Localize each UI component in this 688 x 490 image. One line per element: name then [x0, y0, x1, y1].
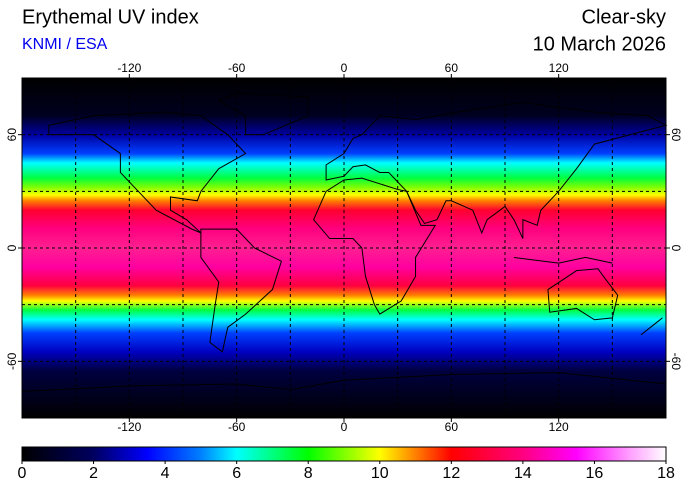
colorbar-tick-label: 12 — [442, 465, 460, 482]
lon-tick-label: -120 — [117, 420, 141, 434]
colorbar-tick-label: 10 — [371, 465, 389, 482]
lon-tick-label: -60 — [228, 420, 246, 434]
lon-tick-label: -60 — [228, 61, 246, 75]
lon-tick-label: -120 — [117, 61, 141, 75]
lon-tick-label: 60 — [445, 61, 459, 75]
coastlines — [22, 93, 666, 391]
colorbar-tick-label: 6 — [232, 465, 241, 482]
lon-tick-label: 120 — [549, 420, 569, 434]
source: KNMI / ESA — [22, 36, 108, 53]
colorbar-tick-label: 2 — [89, 465, 98, 482]
lon-tick-label: 0 — [341, 420, 348, 434]
colorbar-tick-label: 4 — [161, 465, 170, 482]
lon-tick-label: 120 — [549, 61, 569, 75]
colorbar-tick-label: 0 — [18, 465, 27, 482]
lat-tick-label: 60 — [669, 128, 683, 142]
colorbar-tick-label: 8 — [304, 465, 313, 482]
colorbar — [21, 446, 667, 462]
lon-tick-label: 0 — [341, 61, 348, 75]
lat-tick-label: 0 — [669, 245, 683, 252]
lat-tick-label: -60 — [669, 353, 683, 371]
date: 10 March 2026 — [533, 33, 666, 55]
lon-tick-label: 60 — [445, 420, 459, 434]
colorbar-tick-label: 14 — [514, 465, 532, 482]
lat-tick-label: 0 — [5, 244, 19, 251]
colorbar-tick-label: 16 — [586, 465, 604, 482]
lat-tick-label: -60 — [5, 352, 19, 370]
colorbar-tick-label: 18 — [657, 465, 675, 482]
lat-tick-label: 60 — [5, 128, 19, 142]
title: Erythemal UV index — [22, 6, 199, 28]
condition: Clear-sky — [582, 6, 666, 28]
